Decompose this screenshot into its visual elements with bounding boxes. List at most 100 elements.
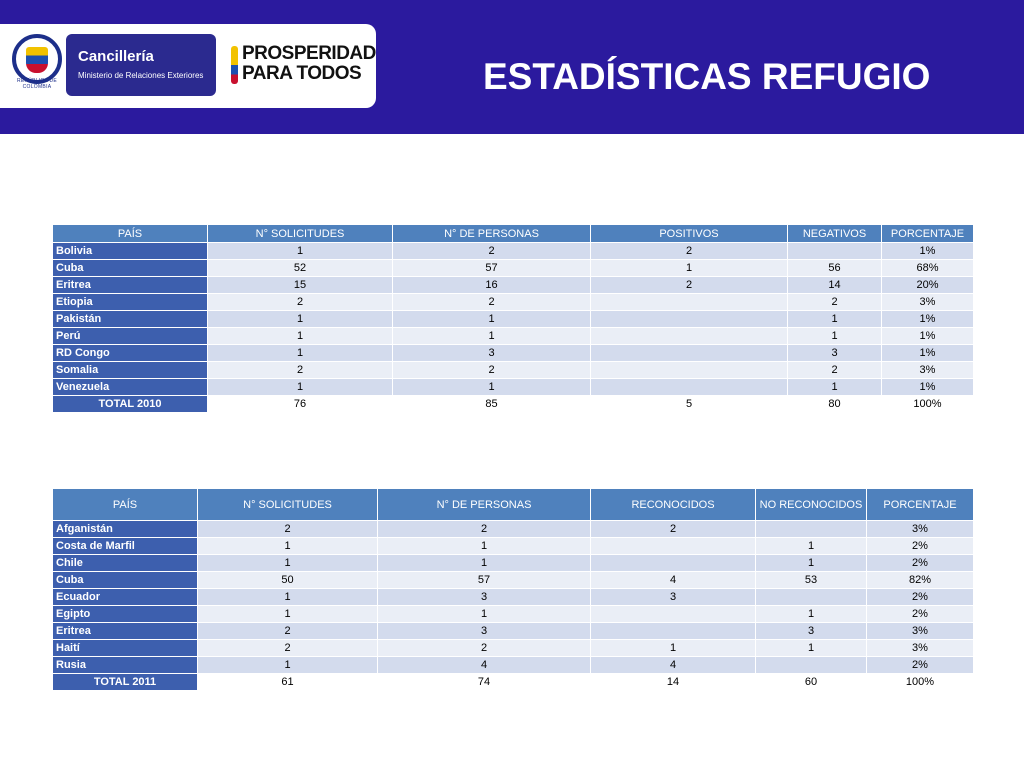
cell-percentage: 82% <box>866 571 974 589</box>
cell-percentage: 1% <box>881 310 974 328</box>
table-row: Chile 1 1 1 2% <box>52 554 974 572</box>
cell-percentage: 2% <box>866 537 974 555</box>
page-title: ESTADÍSTICAS REFUGIO <box>483 56 931 97</box>
cell-result-b <box>787 242 882 260</box>
cell-result-a <box>590 293 788 311</box>
table-row: Etiopia 2 2 2 3% <box>52 293 974 311</box>
col-header-persons: N° DE PERSONAS <box>392 224 591 243</box>
cell-result-b: 3 <box>755 622 867 640</box>
table-row: Somalia 2 2 2 3% <box>52 361 974 379</box>
cell-result-a: 14 <box>590 673 756 691</box>
prosperidad-line2: PARA TODOS <box>242 63 362 84</box>
cell-result-a: 5 <box>590 395 788 413</box>
cell-country: Bolivia <box>52 242 208 260</box>
cell-percentage: 3% <box>866 639 974 657</box>
cell-persons: 4 <box>377 656 591 674</box>
cell-persons: 74 <box>377 673 591 691</box>
cell-persons: 2 <box>377 639 591 657</box>
cell-persons: 3 <box>377 622 591 640</box>
cell-result-a <box>590 622 756 640</box>
cell-requests: 1 <box>207 378 393 396</box>
total-label: TOTAL 2011 <box>52 673 198 691</box>
cancilleria-title: Cancillería <box>78 48 154 65</box>
cell-requests: 1 <box>197 588 378 606</box>
cell-percentage: 1% <box>881 242 974 260</box>
refugee-table-2011: PAÍS N° SOLICITUDES N° DE PERSONAS RECON… <box>52 488 974 691</box>
cell-percentage: 100% <box>866 673 974 691</box>
cell-country: Ecuador <box>52 588 198 606</box>
cell-result-b: 56 <box>787 259 882 277</box>
table-row: Bolivia 1 2 2 1% <box>52 242 974 260</box>
cell-result-b: 1 <box>787 327 882 345</box>
cell-persons: 2 <box>377 520 591 538</box>
cell-country: Eritrea <box>52 276 208 294</box>
refugee-table-2010: PAÍS N° SOLICITUDES N° DE PERSONAS POSIT… <box>52 224 974 413</box>
cell-result-a: 2 <box>590 242 788 260</box>
cell-persons: 1 <box>377 605 591 623</box>
cell-persons: 57 <box>377 571 591 589</box>
col-header-percentage: PORCENTAJE <box>866 488 974 521</box>
cell-country: Costa de Marfil <box>52 537 198 555</box>
col-header-negative: NEGATIVOS <box>787 224 882 243</box>
cell-result-b: 1 <box>755 537 867 555</box>
col-header-requests: N° SOLICITUDES <box>207 224 393 243</box>
cell-result-b: 14 <box>787 276 882 294</box>
cell-persons: 85 <box>392 395 591 413</box>
cell-country: Perú <box>52 327 208 345</box>
cell-requests: 1 <box>197 537 378 555</box>
cell-country: Cuba <box>52 571 198 589</box>
cell-country: Haití <box>52 639 198 657</box>
table-row: Cuba 50 57 4 53 82% <box>52 571 974 589</box>
header-banner: REPÚBLICA DE COLOMBIA Cancillería Minist… <box>0 0 1024 134</box>
cell-percentage: 20% <box>881 276 974 294</box>
cell-requests: 52 <box>207 259 393 277</box>
cell-percentage: 3% <box>866 622 974 640</box>
cell-result-b: 3 <box>787 344 882 362</box>
total-label: TOTAL 2010 <box>52 395 208 413</box>
cell-percentage: 68% <box>881 259 974 277</box>
cell-requests: 1 <box>197 605 378 623</box>
col-header-recognized: RECONOCIDOS <box>590 488 756 521</box>
col-header-percentage: PORCENTAJE <box>881 224 974 243</box>
cell-persons: 16 <box>392 276 591 294</box>
table-row: Ecuador 1 3 3 2% <box>52 588 974 606</box>
cell-persons: 2 <box>392 242 591 260</box>
cell-percentage: 100% <box>881 395 974 413</box>
cell-result-b: 53 <box>755 571 867 589</box>
cell-result-b: 80 <box>787 395 882 413</box>
cell-result-a <box>590 344 788 362</box>
cell-requests: 1 <box>207 344 393 362</box>
cell-requests: 15 <box>207 276 393 294</box>
cell-percentage: 2% <box>866 588 974 606</box>
cell-country: Somalia <box>52 361 208 379</box>
cell-result-a: 4 <box>590 571 756 589</box>
cell-requests: 2 <box>207 361 393 379</box>
table-row: Costa de Marfil 1 1 1 2% <box>52 537 974 555</box>
cell-persons: 57 <box>392 259 591 277</box>
cell-result-a <box>590 361 788 379</box>
cell-country: Egipto <box>52 605 198 623</box>
cell-result-b <box>755 588 867 606</box>
cell-requests: 1 <box>207 310 393 328</box>
cell-percentage: 1% <box>881 378 974 396</box>
cell-requests: 1 <box>207 327 393 345</box>
seal-text: REPÚBLICA DE COLOMBIA <box>16 78 57 90</box>
cell-country: Chile <box>52 554 198 572</box>
cell-persons: 3 <box>377 588 591 606</box>
cell-persons: 2 <box>392 293 591 311</box>
table-header-row: PAÍS N° SOLICITUDES N° DE PERSONAS RECON… <box>52 488 974 521</box>
table-header-row: PAÍS N° SOLICITUDES N° DE PERSONAS POSIT… <box>52 224 974 243</box>
cell-requests: 1 <box>197 554 378 572</box>
cell-persons: 1 <box>377 537 591 555</box>
cell-country: Rusia <box>52 656 198 674</box>
cell-country: Etiopia <box>52 293 208 311</box>
cell-requests: 50 <box>197 571 378 589</box>
logo-panel: REPÚBLICA DE COLOMBIA Cancillería Minist… <box>0 24 376 108</box>
cell-result-a: 1 <box>590 639 756 657</box>
cell-result-b <box>755 520 867 538</box>
cell-result-a <box>590 310 788 328</box>
cell-result-b: 1 <box>787 378 882 396</box>
cell-percentage: 3% <box>881 293 974 311</box>
cell-country: Venezuela <box>52 378 208 396</box>
cell-result-a <box>590 378 788 396</box>
